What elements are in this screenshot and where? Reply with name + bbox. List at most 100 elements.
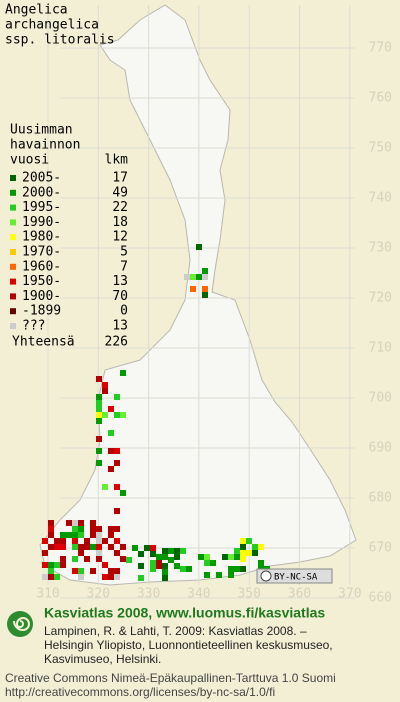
occurrence — [114, 574, 120, 580]
occurrence — [204, 554, 210, 560]
grid-label: 680 — [369, 491, 392, 506]
occurrence — [108, 574, 114, 580]
occurrence — [174, 554, 180, 560]
legend-label: 1990- — [22, 215, 61, 230]
legend-count: 5 — [120, 245, 128, 260]
occurrence — [90, 568, 96, 574]
occurrence — [196, 274, 202, 280]
legend-swatch — [10, 249, 16, 255]
grid-label: 750 — [369, 141, 392, 156]
occurrence — [78, 526, 84, 532]
occurrence — [48, 532, 54, 538]
total-label: Yhteensä — [12, 335, 75, 350]
occurrence — [138, 575, 144, 581]
legend-label: 2000- — [22, 185, 61, 200]
legend-count: 22 — [112, 200, 128, 215]
grid-label: 340 — [187, 587, 210, 602]
grid-label: 320 — [87, 587, 110, 602]
legend-swatch — [10, 293, 16, 300]
finland-outline — [39, 4, 357, 586]
grid-label: 370 — [338, 587, 361, 602]
occurrence — [66, 532, 72, 538]
occurrence — [108, 448, 114, 454]
occurrence — [144, 545, 150, 551]
occurrence — [54, 562, 60, 568]
occurrence — [60, 562, 66, 568]
occurrence — [42, 550, 48, 556]
occurrence — [114, 484, 120, 490]
occurrence — [96, 532, 102, 538]
title: archangelica — [5, 18, 99, 33]
occurrence — [102, 382, 108, 388]
occurrence — [246, 538, 252, 544]
occurrence — [126, 557, 132, 563]
occurrence — [72, 568, 78, 574]
occurrence — [150, 551, 156, 557]
occurrence — [102, 574, 108, 580]
occurrence — [186, 566, 192, 572]
legend-count: 17 — [112, 171, 128, 186]
occurrence — [162, 554, 168, 560]
grid-label: 730 — [369, 241, 392, 256]
legend-swatch — [10, 204, 16, 211]
legend-count: 13 — [112, 274, 128, 289]
occurrence — [132, 545, 138, 551]
occurrence — [120, 370, 126, 376]
logo — [7, 611, 33, 637]
occurrence — [60, 556, 66, 562]
legend-label: 1900- — [22, 289, 61, 304]
occurrence — [120, 544, 126, 550]
occurrence — [190, 286, 196, 292]
legend-swatch — [10, 234, 16, 241]
occurrence — [60, 538, 66, 544]
occurrence — [168, 548, 174, 554]
occurrence — [96, 550, 102, 556]
occurrence — [72, 538, 78, 544]
occurrence — [108, 430, 114, 436]
occurrence — [184, 274, 190, 280]
occurrence — [48, 526, 54, 532]
legend-count: 18 — [112, 215, 128, 230]
legend: 2005- 17 2000- 49 1995- 22 1990- 18 1980- 12 1970-… — [10, 171, 128, 334]
occurrence — [114, 526, 120, 532]
grid-label: 660 — [369, 591, 392, 606]
legend-label: 1960- — [22, 259, 61, 274]
occurrence — [190, 274, 196, 280]
occurrence — [66, 520, 72, 526]
occurrence — [162, 548, 168, 554]
legend-count-heading: lkm — [105, 153, 129, 168]
occurrence — [174, 548, 180, 554]
occurrence — [114, 538, 120, 544]
occurrence — [96, 394, 102, 400]
legend-label: -1899 — [22, 304, 61, 319]
occurrence — [90, 544, 96, 550]
occurrence — [108, 526, 114, 532]
occurrence — [96, 418, 102, 424]
occurrence — [54, 544, 60, 550]
occurrence — [234, 548, 240, 554]
occurrence — [114, 508, 120, 514]
citation: Lampinen, R. & Lahti, T. 2009: Kasviatla… — [44, 624, 307, 638]
occurrence — [84, 538, 90, 544]
occurrence — [48, 568, 54, 574]
occurrence — [84, 556, 90, 562]
occurrence — [96, 376, 102, 382]
occurrence — [72, 526, 78, 532]
occurrence — [96, 412, 102, 418]
grid-label: 310 — [36, 587, 59, 602]
legend-count: 12 — [112, 230, 128, 245]
grid-label: 710 — [369, 341, 392, 356]
occurrence — [102, 412, 108, 418]
citation: Kasvimuseo, Helsinki. — [44, 652, 161, 666]
legend-label: ??? — [22, 319, 45, 334]
occurrence — [96, 436, 102, 442]
occurrence — [210, 560, 216, 566]
occurrence — [204, 572, 210, 578]
occurrence — [150, 560, 156, 566]
occurrence — [72, 520, 78, 526]
occurrence — [180, 566, 186, 572]
occurrence — [196, 244, 202, 250]
occurrence — [48, 520, 54, 526]
occurrence — [42, 574, 48, 580]
occurrence — [114, 550, 120, 556]
